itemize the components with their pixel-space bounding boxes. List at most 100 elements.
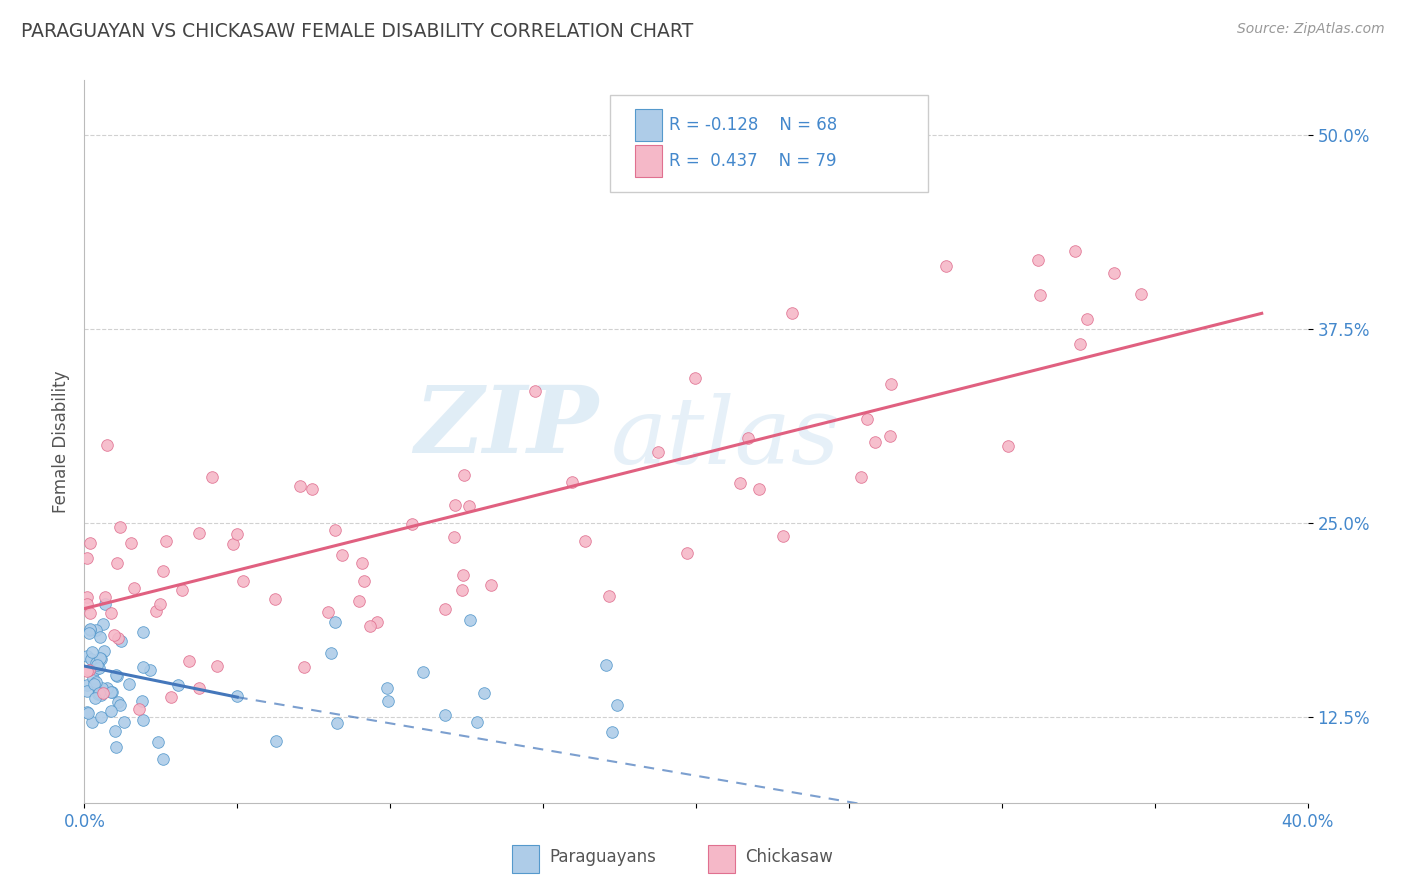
Point (879, 377, 901, 392)
Point (100, 606, 122, 620)
Point (79, 623, 101, 637)
Point (598, 589, 620, 603)
Point (124, 582, 146, 596)
Point (96, 437, 118, 451)
Point (676, 546, 699, 560)
Point (90, 651, 112, 665)
Point (84, 662, 107, 676)
Point (226, 527, 249, 541)
Point (352, 556, 374, 570)
Point (128, 702, 150, 716)
Point (132, 660, 155, 674)
Point (84, 624, 107, 638)
Point (77, 663, 100, 677)
Point (737, 431, 759, 445)
Point (458, 499, 481, 513)
Point (110, 633, 132, 648)
Point (104, 739, 127, 754)
Point (145, 604, 167, 618)
Point (160, 690, 183, 705)
Text: R = -0.128    N = 68: R = -0.128 N = 68 (669, 116, 838, 134)
Text: PARAGUAYAN VS CHICKASAW FEMALE DISABILITY CORRELATION CHART: PARAGUAYAN VS CHICKASAW FEMALE DISABILIT… (21, 22, 693, 41)
FancyBboxPatch shape (636, 109, 662, 141)
Point (105, 556, 128, 570)
Point (91, 686, 114, 700)
Point (82, 671, 104, 685)
Point (444, 498, 467, 512)
Text: atlas: atlas (610, 393, 839, 483)
Point (1064, 244, 1087, 258)
Point (146, 735, 169, 749)
Point (301, 483, 323, 497)
Point (90, 688, 112, 702)
Point (104, 723, 127, 738)
Point (84, 675, 107, 690)
Point (107, 669, 129, 683)
Point (647, 444, 669, 458)
Point (91, 681, 114, 696)
Point (561, 475, 583, 490)
Point (179, 654, 201, 668)
Point (226, 689, 249, 703)
Point (479, 578, 502, 592)
Text: Source: ZipAtlas.com: Source: ZipAtlas.com (1237, 22, 1385, 37)
Point (155, 534, 177, 549)
Point (108, 520, 131, 534)
Point (780, 306, 803, 320)
Point (600, 725, 623, 739)
Point (316, 605, 339, 619)
Point (865, 434, 887, 449)
FancyBboxPatch shape (636, 145, 662, 178)
Point (76, 591, 98, 605)
Point (76, 550, 98, 565)
Point (401, 517, 423, 532)
Text: ZIP: ZIP (413, 382, 598, 472)
Point (107, 632, 129, 646)
Point (77, 625, 100, 640)
Point (323, 615, 346, 629)
Point (76, 684, 98, 698)
Text: Chickasaw: Chickasaw (745, 848, 832, 866)
Point (728, 476, 751, 491)
Point (443, 530, 465, 544)
Point (84, 656, 107, 670)
Point (89, 630, 111, 644)
Point (472, 686, 495, 700)
Point (353, 574, 375, 588)
Point (359, 619, 381, 633)
Point (683, 370, 706, 384)
Point (458, 613, 481, 627)
Point (76, 678, 98, 692)
Point (93, 644, 115, 658)
Point (87, 681, 110, 696)
Point (89, 661, 111, 675)
Text: Paraguayans: Paraguayans (550, 848, 657, 866)
Point (76, 664, 98, 678)
Point (76, 706, 98, 721)
Point (83, 676, 105, 690)
Point (82, 645, 104, 659)
Point (366, 615, 388, 629)
Point (87, 686, 110, 700)
Point (1069, 337, 1091, 351)
Point (772, 529, 794, 543)
Point (76, 598, 98, 612)
Point (101, 685, 124, 699)
Point (851, 470, 873, 484)
FancyBboxPatch shape (709, 846, 735, 873)
Point (330, 548, 353, 562)
Point (433, 708, 456, 723)
Point (94, 590, 117, 604)
Point (935, 259, 957, 273)
Point (412, 665, 434, 679)
Point (79, 535, 101, 549)
Point (131, 694, 153, 708)
Point (1029, 288, 1052, 302)
Point (103, 628, 125, 642)
Point (879, 429, 901, 443)
Point (94, 598, 117, 612)
Point (453, 468, 475, 483)
Point (107, 695, 129, 709)
Point (187, 681, 209, 695)
FancyBboxPatch shape (513, 846, 540, 873)
